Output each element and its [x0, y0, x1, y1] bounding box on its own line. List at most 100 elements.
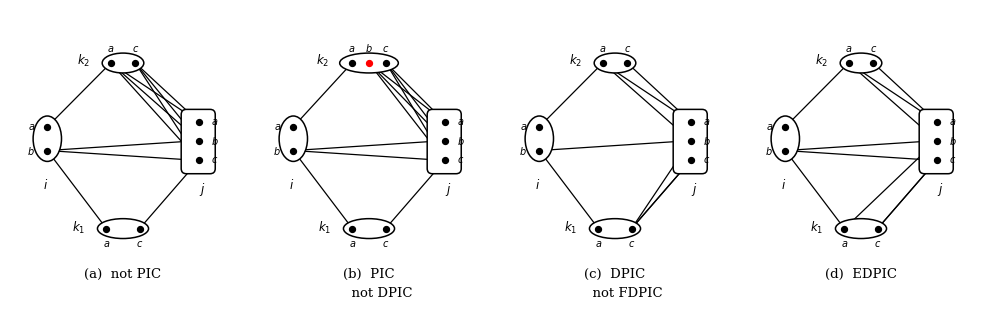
Text: $a$: $a$ — [457, 117, 464, 127]
Text: $a$: $a$ — [703, 117, 710, 127]
Text: $k_1$: $k_1$ — [810, 220, 824, 236]
Ellipse shape — [97, 219, 149, 238]
Point — [777, 148, 793, 153]
Text: $c$: $c$ — [457, 156, 464, 165]
Text: $a$: $a$ — [840, 239, 848, 249]
Point — [98, 226, 114, 231]
Ellipse shape — [594, 53, 636, 73]
Text: $b$: $b$ — [365, 42, 373, 53]
Point — [437, 158, 453, 163]
Text: $a$: $a$ — [520, 122, 527, 132]
Point — [841, 60, 857, 66]
Text: $i$: $i$ — [781, 179, 786, 192]
Point — [191, 138, 207, 143]
FancyBboxPatch shape — [427, 109, 461, 174]
Text: $j$: $j$ — [199, 181, 206, 198]
Ellipse shape — [525, 116, 554, 161]
Point — [437, 119, 453, 124]
Text: $c$: $c$ — [874, 239, 882, 249]
Text: $a$: $a$ — [594, 239, 602, 249]
Point — [378, 60, 394, 66]
Point — [595, 60, 611, 66]
Point — [285, 148, 301, 153]
Text: $b$: $b$ — [28, 145, 35, 156]
Text: $a$: $a$ — [348, 239, 356, 249]
Text: $c$: $c$ — [624, 44, 631, 53]
Text: $k_2$: $k_2$ — [815, 53, 828, 69]
Point — [836, 226, 852, 231]
Point — [866, 60, 882, 66]
FancyBboxPatch shape — [181, 109, 215, 174]
Text: $b$: $b$ — [520, 145, 527, 156]
Text: $a$: $a$ — [348, 44, 355, 53]
Text: $b$: $b$ — [766, 145, 773, 156]
Point — [39, 124, 55, 130]
Point — [870, 226, 886, 231]
Text: $k_1$: $k_1$ — [318, 220, 332, 236]
Text: $a$: $a$ — [102, 239, 110, 249]
FancyBboxPatch shape — [673, 109, 707, 174]
FancyBboxPatch shape — [919, 109, 953, 174]
Point — [285, 124, 301, 130]
Point — [128, 60, 144, 66]
Text: $k_1$: $k_1$ — [564, 220, 578, 236]
Text: $c$: $c$ — [628, 239, 636, 249]
Text: $b$: $b$ — [457, 135, 464, 147]
Point — [437, 138, 453, 143]
Ellipse shape — [835, 219, 887, 238]
Point — [344, 60, 360, 66]
Point — [378, 226, 394, 231]
Point — [683, 119, 699, 124]
Text: $a$: $a$ — [107, 44, 114, 53]
Point — [929, 119, 945, 124]
Text: $a$: $a$ — [211, 117, 218, 127]
Text: $c$: $c$ — [870, 44, 877, 53]
Point — [531, 148, 547, 153]
Text: not FDPIC: not FDPIC — [567, 287, 663, 300]
Text: $c$: $c$ — [382, 239, 390, 249]
Point — [531, 124, 547, 130]
Text: (b)  PIC: (b) PIC — [343, 268, 395, 281]
Text: $c$: $c$ — [703, 156, 710, 165]
Point — [590, 226, 606, 231]
Text: $a$: $a$ — [599, 44, 606, 53]
Point — [39, 148, 55, 153]
Ellipse shape — [279, 116, 308, 161]
Point — [929, 158, 945, 163]
Point — [929, 138, 945, 143]
Ellipse shape — [589, 219, 641, 238]
Text: $k_2$: $k_2$ — [569, 53, 582, 69]
Text: $a$: $a$ — [28, 122, 35, 132]
Text: $a$: $a$ — [845, 44, 852, 53]
Point — [344, 226, 360, 231]
Ellipse shape — [343, 219, 395, 238]
Text: $j$: $j$ — [937, 181, 944, 198]
Point — [191, 158, 207, 163]
Text: $c$: $c$ — [132, 44, 139, 53]
Text: $a$: $a$ — [766, 122, 773, 132]
Point — [777, 124, 793, 130]
Text: $k_2$: $k_2$ — [316, 53, 330, 69]
Text: $k_1$: $k_1$ — [72, 220, 86, 236]
Text: $c$: $c$ — [211, 156, 218, 165]
Point — [683, 138, 699, 143]
Text: (c)  DPIC: (c) DPIC — [584, 268, 646, 281]
Point — [624, 226, 640, 231]
Text: $j$: $j$ — [445, 181, 452, 198]
Text: $i$: $i$ — [289, 179, 294, 192]
Point — [683, 158, 699, 163]
Text: $b$: $b$ — [703, 135, 710, 147]
Text: $b$: $b$ — [211, 135, 218, 147]
Text: $b$: $b$ — [274, 145, 281, 156]
Ellipse shape — [33, 116, 61, 161]
Text: (a)  not PIC: (a) not PIC — [85, 268, 161, 281]
Ellipse shape — [102, 53, 144, 73]
Text: not DPIC: not DPIC — [326, 287, 412, 300]
Point — [103, 60, 119, 66]
Point — [361, 60, 377, 66]
Text: $i$: $i$ — [43, 179, 48, 192]
Point — [132, 226, 148, 231]
Text: $a$: $a$ — [949, 117, 956, 127]
Text: $k_2$: $k_2$ — [77, 53, 90, 69]
Text: $i$: $i$ — [535, 179, 540, 192]
